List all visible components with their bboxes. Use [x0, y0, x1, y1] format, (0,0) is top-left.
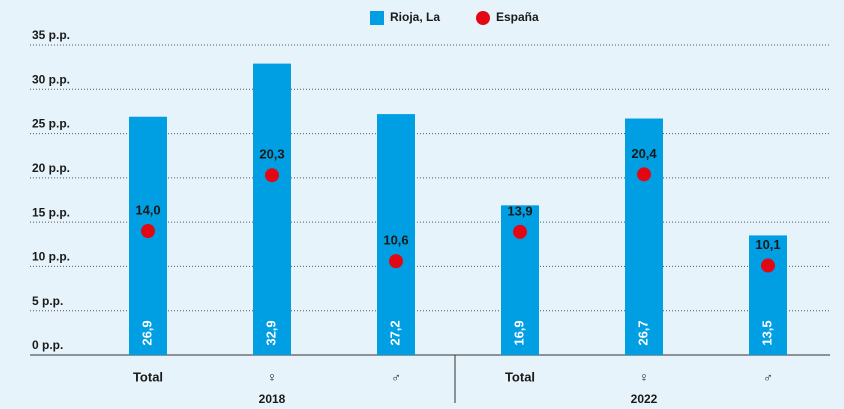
- group-label: 2018: [259, 392, 286, 406]
- y-tick-label: 10 p.p.: [32, 250, 70, 264]
- x-tick-label: Total: [505, 369, 535, 384]
- x-tick-label: ♀: [267, 369, 277, 384]
- x-tick-label: ♀: [639, 369, 649, 384]
- dot: [141, 224, 155, 238]
- bar: [253, 63, 291, 355]
- y-tick-label: 20 p.p.: [32, 161, 70, 175]
- x-tick-label: ♂: [763, 369, 773, 384]
- dot: [389, 254, 403, 269]
- y-tick-label: 0 p.p.: [32, 338, 63, 352]
- x-tick-label: Total: [133, 369, 163, 384]
- bar-value-label: 27,2: [387, 320, 402, 345]
- dot-value-label: 20,3: [259, 147, 284, 162]
- dot-value-label: 20,4: [631, 146, 657, 161]
- group-label: 2022: [631, 392, 658, 406]
- dot-value-label: 10,1: [755, 237, 780, 252]
- legend-label: España: [496, 10, 539, 24]
- legend-label: Rioja, La: [390, 10, 440, 24]
- dot-value-label: 14,0: [135, 202, 160, 217]
- dot: [265, 168, 279, 183]
- dot: [761, 258, 775, 273]
- y-tick-label: 35 p.p.: [32, 28, 70, 42]
- legend-swatch: [476, 11, 490, 25]
- legend-swatch: [370, 11, 384, 25]
- dot-value-label: 10,6: [383, 233, 408, 248]
- dot-value-label: 13,9: [507, 203, 532, 218]
- y-tick-label: 25 p.p.: [32, 117, 70, 131]
- bar: [749, 235, 787, 355]
- bar-value-label: 13,5: [759, 320, 774, 345]
- dot: [513, 224, 527, 239]
- bar-value-label: 32,9: [263, 320, 278, 345]
- bar: [377, 114, 415, 355]
- bar: [625, 118, 663, 355]
- dot: [637, 167, 651, 182]
- y-tick-label: 15 p.p.: [32, 205, 70, 219]
- bar-value-label: 16,9: [511, 320, 526, 345]
- y-tick-label: 30 p.p.: [32, 72, 70, 86]
- bar-value-label: 26,7: [635, 320, 650, 345]
- y-tick-label: 5 p.p.: [32, 294, 63, 308]
- bar-value-label: 26,9: [139, 320, 154, 345]
- x-tick-label: ♂: [391, 369, 401, 384]
